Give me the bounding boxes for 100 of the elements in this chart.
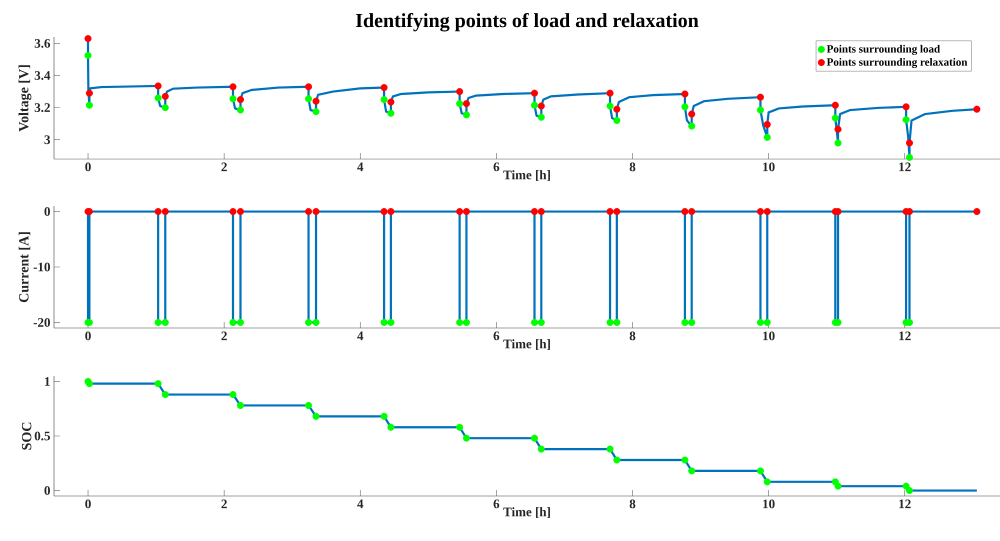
point xyxy=(462,100,470,108)
point xyxy=(681,103,688,110)
point xyxy=(606,446,614,453)
point xyxy=(902,116,910,124)
point xyxy=(906,487,913,494)
point xyxy=(236,402,244,409)
point xyxy=(764,120,771,128)
point xyxy=(154,82,162,90)
point xyxy=(688,122,696,130)
y-axis-title: Voltage [V] xyxy=(18,65,32,132)
point xyxy=(681,90,688,98)
x-axis-title: Time [h] xyxy=(503,339,550,350)
point xyxy=(456,88,464,96)
y-tick-label: 3 xyxy=(44,135,50,144)
point xyxy=(756,94,764,101)
y-tick-label: 3.6 xyxy=(34,39,50,48)
point xyxy=(236,96,244,104)
y-axis-title: SOC xyxy=(22,422,32,450)
x-tick-label: 2 xyxy=(221,332,227,340)
chart-title: Identifying points of load and relaxation xyxy=(356,12,698,32)
point xyxy=(606,90,614,97)
y-tick-label: 0.5 xyxy=(34,432,50,440)
x-tick-label: 12 xyxy=(899,500,911,508)
point xyxy=(380,96,388,104)
y-tick-label: -10 xyxy=(34,262,50,272)
point xyxy=(613,106,620,113)
point xyxy=(834,126,842,133)
point xyxy=(305,95,312,102)
point xyxy=(530,102,538,109)
x-tick-label: 6 xyxy=(494,500,500,508)
x-tick-label: 12 xyxy=(899,162,911,172)
legend-label: Points surrounding relaxation xyxy=(826,58,968,68)
point xyxy=(906,139,913,146)
point xyxy=(154,94,162,102)
point xyxy=(613,116,620,124)
point xyxy=(764,478,771,486)
point xyxy=(462,111,470,118)
point xyxy=(538,114,545,121)
point xyxy=(538,102,545,110)
point xyxy=(305,402,312,409)
point xyxy=(312,412,320,420)
point xyxy=(86,380,93,388)
x-tick-label: 4 xyxy=(357,500,364,508)
point xyxy=(456,100,464,108)
y-tick-label: 1 xyxy=(45,377,50,386)
x-tick-label: 0 xyxy=(85,162,91,172)
point xyxy=(162,104,169,112)
point xyxy=(530,434,538,442)
x-tick-label: 0 xyxy=(85,332,91,340)
x-tick-label: 6 xyxy=(494,162,500,172)
point xyxy=(387,424,394,431)
point xyxy=(86,90,93,97)
y-tick-label: 3.2 xyxy=(34,103,50,112)
point xyxy=(906,154,913,161)
point xyxy=(162,391,169,398)
point xyxy=(902,482,910,490)
point xyxy=(462,434,470,442)
point xyxy=(380,412,388,420)
point xyxy=(606,102,614,110)
point xyxy=(86,102,93,109)
point xyxy=(681,456,688,464)
point xyxy=(236,106,244,114)
point xyxy=(832,102,839,109)
point xyxy=(688,467,696,474)
x-tick-label: 8 xyxy=(630,332,636,340)
x-tick-label: 6 xyxy=(494,332,500,340)
point xyxy=(312,108,320,116)
point xyxy=(84,52,92,59)
point xyxy=(834,139,842,146)
x-tick-label: 10 xyxy=(763,162,775,172)
y-tick-label: 0 xyxy=(44,207,50,216)
point xyxy=(973,106,980,113)
point xyxy=(162,92,169,100)
x-axis-title: Time [h] xyxy=(503,507,550,518)
y-axis-title: Current [A] xyxy=(18,232,30,302)
point xyxy=(305,83,312,90)
x-tick-label: 8 xyxy=(630,162,636,172)
x-tick-label: 4 xyxy=(357,162,364,172)
legend-label: Points surrounding load xyxy=(826,44,940,55)
point xyxy=(613,456,620,464)
point xyxy=(84,35,92,42)
point xyxy=(154,380,162,388)
point xyxy=(538,446,545,453)
point xyxy=(834,482,842,490)
x-tick-label: 2 xyxy=(221,162,227,172)
point xyxy=(764,134,771,141)
point xyxy=(756,106,764,114)
point xyxy=(756,467,764,474)
x-tick-label: 2 xyxy=(221,500,227,508)
point xyxy=(688,110,696,118)
point xyxy=(229,95,236,102)
point xyxy=(229,83,236,90)
x-tick-label: 0 xyxy=(85,500,91,508)
point xyxy=(387,98,394,106)
point xyxy=(380,84,388,92)
x-tick-label: 4 xyxy=(357,332,364,340)
point xyxy=(229,391,236,398)
x-tick-label: 8 xyxy=(630,500,636,508)
point xyxy=(530,90,538,97)
point xyxy=(832,114,839,122)
